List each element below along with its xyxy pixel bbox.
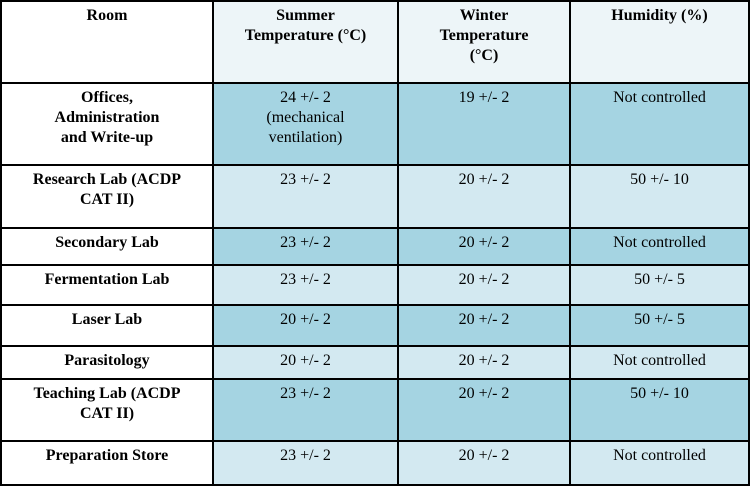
table-row: Offices, Administration and Write-up 24 … [0,82,750,166]
cell-summer-temperature: 23 +/- 2 [212,227,399,266]
cell-winter-temperature: 20 +/- 2 [397,304,571,347]
cell-summer-temperature: 20 +/- 2 [212,304,399,347]
table-row: Preparation Store 23 +/- 2 20 +/- 2 Not … [0,440,750,486]
cell-summer-temperature: 23 +/- 2 [212,164,399,229]
cell-winter-temperature: 20 +/- 2 [397,345,571,380]
table-row: Parasitology 20 +/- 2 20 +/- 2 Not contr… [0,345,750,380]
cell-winter-temperature: 20 +/- 2 [397,378,571,442]
cell-room-name: Research Lab (ACDP CAT II) [0,164,214,229]
cell-winter-temperature: 20 +/- 2 [397,440,571,486]
table-header-row: Room Summer Temperature (°C) Winter Temp… [0,0,750,84]
cell-winter-temperature: 19 +/- 2 [397,82,571,166]
cell-room-name: Fermentation Lab [0,264,214,306]
cell-summer-temperature: 23 +/- 2 [212,378,399,442]
column-header-summer-temperature: Summer Temperature (°C) [212,0,399,84]
table-row: Fermentation Lab 23 +/- 2 20 +/- 2 50 +/… [0,264,750,306]
cell-summer-temperature: 24 +/- 2 (mechanical ventilation) [212,82,399,166]
cell-summer-temperature: 23 +/- 2 [212,440,399,486]
cell-room-name: Preparation Store [0,440,214,486]
cell-winter-temperature: 20 +/- 2 [397,227,571,266]
column-header-room: Room [0,0,214,84]
cell-summer-temperature: 23 +/- 2 [212,264,399,306]
cell-winter-temperature: 20 +/- 2 [397,164,571,229]
cell-humidity: Not controlled [569,345,750,380]
cell-room-name: Teaching Lab (ACDP CAT II) [0,378,214,442]
cell-summer-temperature: 20 +/- 2 [212,345,399,380]
cell-room-name: Parasitology [0,345,214,380]
table-row: Research Lab (ACDP CAT II) 23 +/- 2 20 +… [0,164,750,229]
cell-humidity: 50 +/- 5 [569,264,750,306]
cell-room-name: Laser Lab [0,304,214,347]
cell-room-name: Offices, Administration and Write-up [0,82,214,166]
cell-humidity: 50 +/- 10 [569,378,750,442]
cell-humidity: Not controlled [569,227,750,266]
room-environment-table: Room Summer Temperature (°C) Winter Temp… [0,0,750,486]
cell-winter-temperature: 20 +/- 2 [397,264,571,306]
cell-humidity: 50 +/- 5 [569,304,750,347]
cell-humidity: Not controlled [569,440,750,486]
cell-room-name: Secondary Lab [0,227,214,266]
cell-humidity: Not controlled [569,82,750,166]
cell-humidity: 50 +/- 10 [569,164,750,229]
table-row: Teaching Lab (ACDP CAT II) 23 +/- 2 20 +… [0,378,750,442]
table-row: Laser Lab 20 +/- 2 20 +/- 2 50 +/- 5 [0,304,750,347]
column-header-winter-temperature: Winter Temperature (°C) [397,0,571,84]
table-row: Secondary Lab 23 +/- 2 20 +/- 2 Not cont… [0,227,750,266]
column-header-humidity: Humidity (%) [569,0,750,84]
